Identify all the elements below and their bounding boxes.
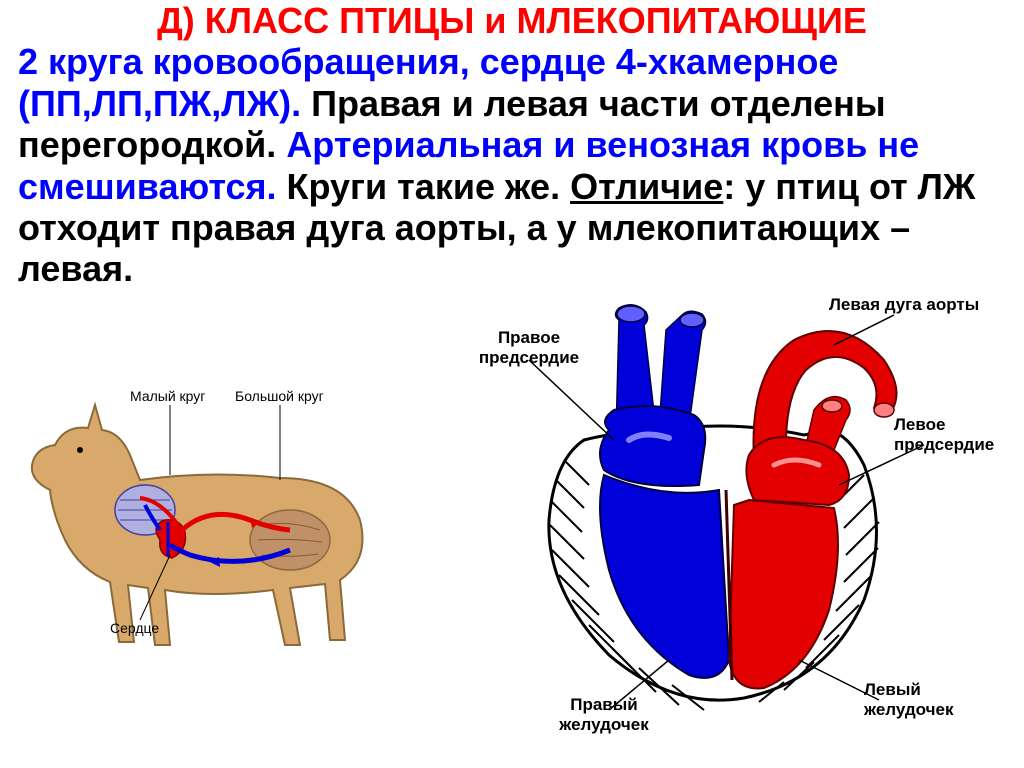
vc-open-1: [617, 306, 645, 322]
label-right-ventricle: Правый желудочек: [549, 695, 659, 735]
label-aortic-arch: Левая дуга аорты: [829, 295, 979, 315]
leader-arch: [834, 315, 894, 345]
right-atrium: [600, 406, 705, 486]
label-heart: Сердце: [110, 620, 159, 636]
label-left-atrium: Левое предсердие: [894, 415, 1004, 455]
leader-ra: [529, 360, 614, 440]
heart-diagram: Правое предсердие Левая дуга аорты Левое…: [434, 290, 994, 720]
body-black-2a: Круги такие же.: [277, 166, 571, 207]
label-small-circuit: Малый круг: [130, 388, 205, 404]
dog-eye: [77, 447, 83, 453]
pv-open: [822, 400, 842, 412]
slide-body: 2 круга кровообращения, сердце 4-хкамерн…: [18, 41, 1006, 289]
diagram-area: Малый круг Большой круг Сердце: [0, 290, 1024, 730]
dog-circulation-diagram: Малый круг Большой круг Сердце: [10, 370, 390, 690]
slide-title: Д) КЛАСС ПТИЦЫ и МЛЕКОПИТАЮЩИЕ: [18, 0, 1006, 41]
dog-svg: [10, 370, 390, 690]
label-right-atrium: Правое предсердие: [464, 328, 594, 368]
aorta-open: [874, 403, 894, 417]
body-black-underline: Отличие: [570, 166, 723, 207]
vc-open-2: [680, 313, 704, 327]
label-left-ventricle: Левый желудочек: [864, 680, 974, 720]
label-large-circuit: Большой круг: [235, 388, 324, 404]
